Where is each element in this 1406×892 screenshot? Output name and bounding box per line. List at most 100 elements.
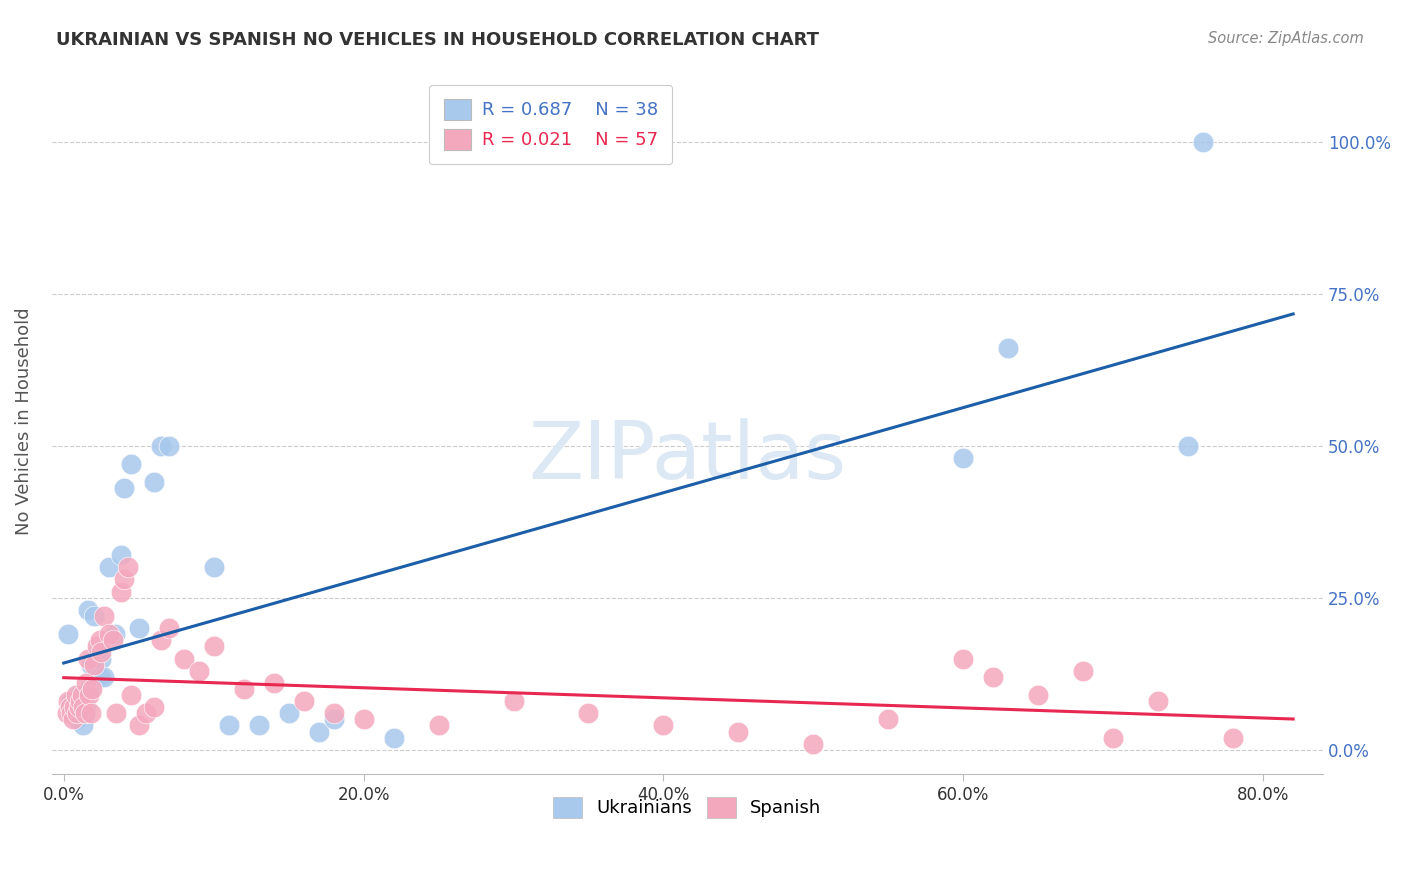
Point — [292, 694, 315, 708]
Point — [82, 681, 104, 696]
Point — [727, 724, 749, 739]
Point — [72, 700, 94, 714]
Point — [1071, 664, 1094, 678]
Point — [877, 712, 900, 726]
Point — [157, 439, 180, 453]
Point — [93, 670, 115, 684]
Point — [89, 670, 111, 684]
Point — [157, 621, 180, 635]
Point — [77, 688, 100, 702]
Point — [89, 633, 111, 648]
Point — [104, 627, 127, 641]
Point — [70, 688, 93, 702]
Point — [997, 342, 1019, 356]
Legend: Ukrainians, Spanish: Ukrainians, Spanish — [546, 789, 828, 825]
Point — [59, 700, 82, 714]
Point — [65, 688, 87, 702]
Point — [105, 706, 128, 721]
Point — [55, 706, 77, 721]
Point — [93, 609, 115, 624]
Text: Source: ZipAtlas.com: Source: ZipAtlas.com — [1208, 31, 1364, 46]
Point — [90, 645, 112, 659]
Point — [72, 718, 94, 732]
Point — [1222, 731, 1244, 745]
Point — [60, 694, 83, 708]
Point — [110, 584, 132, 599]
Point — [1177, 439, 1199, 453]
Point — [142, 475, 165, 490]
Point — [69, 700, 91, 714]
Point — [1147, 694, 1170, 708]
Point — [60, 706, 83, 721]
Point — [66, 712, 89, 726]
Point — [652, 718, 675, 732]
Point — [67, 700, 90, 714]
Point — [353, 712, 375, 726]
Point — [578, 706, 600, 721]
Point — [150, 633, 173, 648]
Point — [1026, 688, 1049, 702]
Point — [67, 688, 90, 702]
Point — [97, 627, 120, 641]
Point — [112, 573, 135, 587]
Point — [66, 706, 89, 721]
Point — [803, 737, 825, 751]
Point — [62, 712, 84, 726]
Point — [427, 718, 450, 732]
Point — [1192, 135, 1215, 149]
Point — [75, 676, 97, 690]
Point — [97, 560, 120, 574]
Point — [128, 718, 150, 732]
Point — [981, 670, 1004, 684]
Point — [58, 627, 80, 641]
Point — [86, 640, 108, 654]
Point — [63, 700, 86, 714]
Point — [73, 706, 96, 721]
Point — [322, 706, 344, 721]
Point — [952, 450, 974, 465]
Point — [277, 706, 299, 721]
Point — [76, 651, 98, 665]
Point — [75, 700, 97, 714]
Point — [322, 712, 344, 726]
Point — [80, 657, 103, 672]
Point — [103, 633, 125, 648]
Point — [202, 560, 225, 574]
Point — [382, 731, 405, 745]
Point — [80, 706, 103, 721]
Point — [150, 439, 173, 453]
Point — [70, 694, 93, 708]
Text: ZIPatlas: ZIPatlas — [529, 417, 846, 496]
Point — [128, 621, 150, 635]
Point — [117, 560, 139, 574]
Point — [218, 718, 240, 732]
Point — [83, 657, 105, 672]
Point — [247, 718, 270, 732]
Point — [173, 651, 195, 665]
Point — [112, 481, 135, 495]
Point — [90, 651, 112, 665]
Point — [83, 609, 105, 624]
Point — [120, 457, 142, 471]
Point — [110, 548, 132, 562]
Point — [202, 640, 225, 654]
Point — [187, 664, 209, 678]
Text: UKRAINIAN VS SPANISH NO VEHICLES IN HOUSEHOLD CORRELATION CHART: UKRAINIAN VS SPANISH NO VEHICLES IN HOUS… — [56, 31, 820, 49]
Y-axis label: No Vehicles in Household: No Vehicles in Household — [15, 308, 32, 535]
Point — [63, 700, 86, 714]
Point — [73, 706, 96, 721]
Point — [1102, 731, 1125, 745]
Point — [263, 676, 285, 690]
Point — [142, 700, 165, 714]
Point — [58, 694, 80, 708]
Point — [69, 694, 91, 708]
Point — [308, 724, 330, 739]
Point — [77, 681, 100, 696]
Point — [952, 651, 974, 665]
Point — [502, 694, 524, 708]
Point — [76, 603, 98, 617]
Point — [120, 688, 142, 702]
Point — [232, 681, 254, 696]
Point — [86, 645, 108, 659]
Point — [135, 706, 157, 721]
